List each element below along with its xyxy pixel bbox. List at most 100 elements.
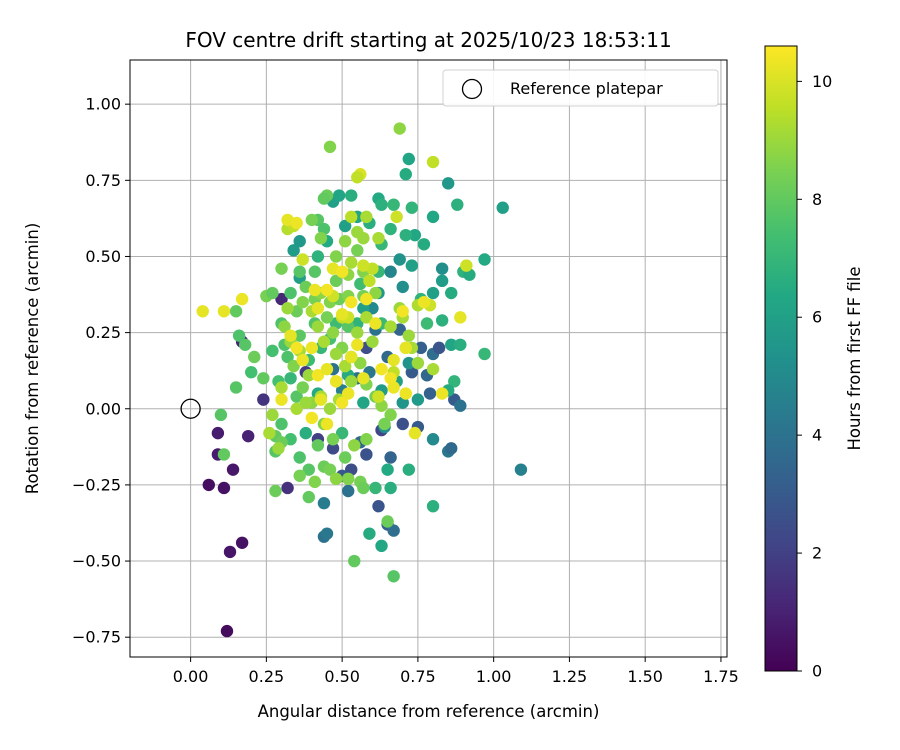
data-point: [296, 381, 309, 394]
data-point: [408, 426, 422, 440]
data-point: [384, 222, 397, 236]
data-point: [351, 326, 364, 339]
data-point: [402, 356, 416, 370]
data-point: [387, 524, 400, 537]
data-point: [341, 472, 355, 486]
data-point: [345, 295, 358, 309]
data-point: [217, 481, 231, 495]
data-point: [402, 152, 416, 166]
data-point: [290, 390, 303, 403]
colorbar-tick-label: 6: [812, 308, 822, 327]
data-point: [326, 442, 340, 455]
data-point: [441, 177, 455, 190]
y-tick-label: 0.50: [85, 247, 121, 266]
colorbar-label: Hours from first FF file: [845, 266, 864, 450]
x-tick-label: 1.00: [476, 667, 512, 686]
data-point: [345, 375, 358, 388]
data-point: [229, 305, 243, 318]
data-point: [345, 189, 358, 202]
data-point: [235, 536, 249, 549]
data-point: [399, 168, 412, 181]
data-point: [348, 439, 361, 452]
data-point: [357, 259, 370, 272]
data-point: [290, 216, 303, 230]
data-point: [375, 539, 388, 553]
data-point: [317, 335, 331, 348]
data-point: [248, 350, 261, 364]
data-point: [387, 353, 400, 367]
data-point: [329, 347, 343, 361]
data-point: [326, 326, 340, 339]
data-point: [293, 329, 306, 342]
data-point: [345, 350, 358, 364]
data-point: [363, 274, 376, 288]
data-point: [202, 478, 215, 492]
data-point: [338, 235, 352, 248]
data-point: [460, 259, 473, 272]
data-point: [278, 320, 291, 333]
data-point: [293, 265, 306, 278]
data-point: [402, 463, 416, 476]
data-point: [335, 396, 349, 409]
data-point: [384, 320, 397, 333]
data-point: [211, 426, 225, 440]
x-tick-label: 1.50: [627, 667, 663, 686]
data-point: [329, 375, 343, 388]
data-point: [338, 451, 352, 464]
data-point: [351, 225, 364, 239]
y-tick-label: 0.75: [85, 171, 121, 190]
legend-reference-marker: [461, 78, 483, 100]
data-point: [351, 338, 364, 351]
data-point: [317, 496, 331, 510]
data-point: [381, 463, 394, 476]
data-point: [290, 341, 303, 355]
data-point: [320, 362, 334, 376]
colorbar: 0 2 4 6 8 10 Hours from first FF file: [764, 45, 864, 681]
data-point: [335, 308, 349, 321]
data-point: [345, 210, 358, 224]
data-point: [341, 387, 355, 400]
data-point: [426, 155, 440, 169]
x-tick-label: 1.25: [552, 667, 588, 686]
data-point: [257, 393, 270, 406]
data-point: [308, 265, 322, 278]
data-point: [384, 372, 397, 385]
data-point: [435, 314, 449, 327]
data-point: [360, 433, 373, 446]
data-point: [357, 396, 370, 409]
data-point: [366, 302, 379, 315]
data-point: [308, 283, 322, 297]
data-point: [514, 463, 528, 476]
reference-platepar-marker: [180, 398, 201, 419]
data-point: [338, 219, 352, 233]
colorbar-tick-label: 8: [812, 190, 822, 209]
colorbar-gradient: [764, 45, 798, 672]
data-point: [320, 283, 334, 297]
data-point: [414, 341, 428, 355]
data-point: [435, 387, 449, 400]
data-point: [302, 490, 315, 504]
data-point: [478, 253, 491, 266]
data-point: [360, 448, 373, 461]
data-point: [245, 366, 258, 379]
data-point: [420, 317, 434, 330]
data-point: [223, 545, 237, 559]
data-point: [384, 408, 397, 422]
data-point: [296, 295, 309, 309]
data-point: [305, 341, 319, 355]
data-point: [387, 198, 400, 211]
data-point: [302, 369, 315, 382]
x-tick-label: 0.25: [249, 667, 285, 686]
data-point: [293, 469, 306, 482]
data-point: [496, 201, 509, 214]
data-point: [196, 305, 209, 318]
data-point: [257, 372, 270, 385]
data-point: [417, 238, 431, 251]
data-point: [426, 362, 440, 376]
data-point: [423, 387, 437, 400]
data-point: [305, 411, 319, 425]
y-tick-label: −0.75: [72, 628, 121, 647]
y-tick-label: 0.25: [85, 323, 121, 342]
data-point: [445, 442, 458, 455]
data-point: [217, 305, 231, 318]
